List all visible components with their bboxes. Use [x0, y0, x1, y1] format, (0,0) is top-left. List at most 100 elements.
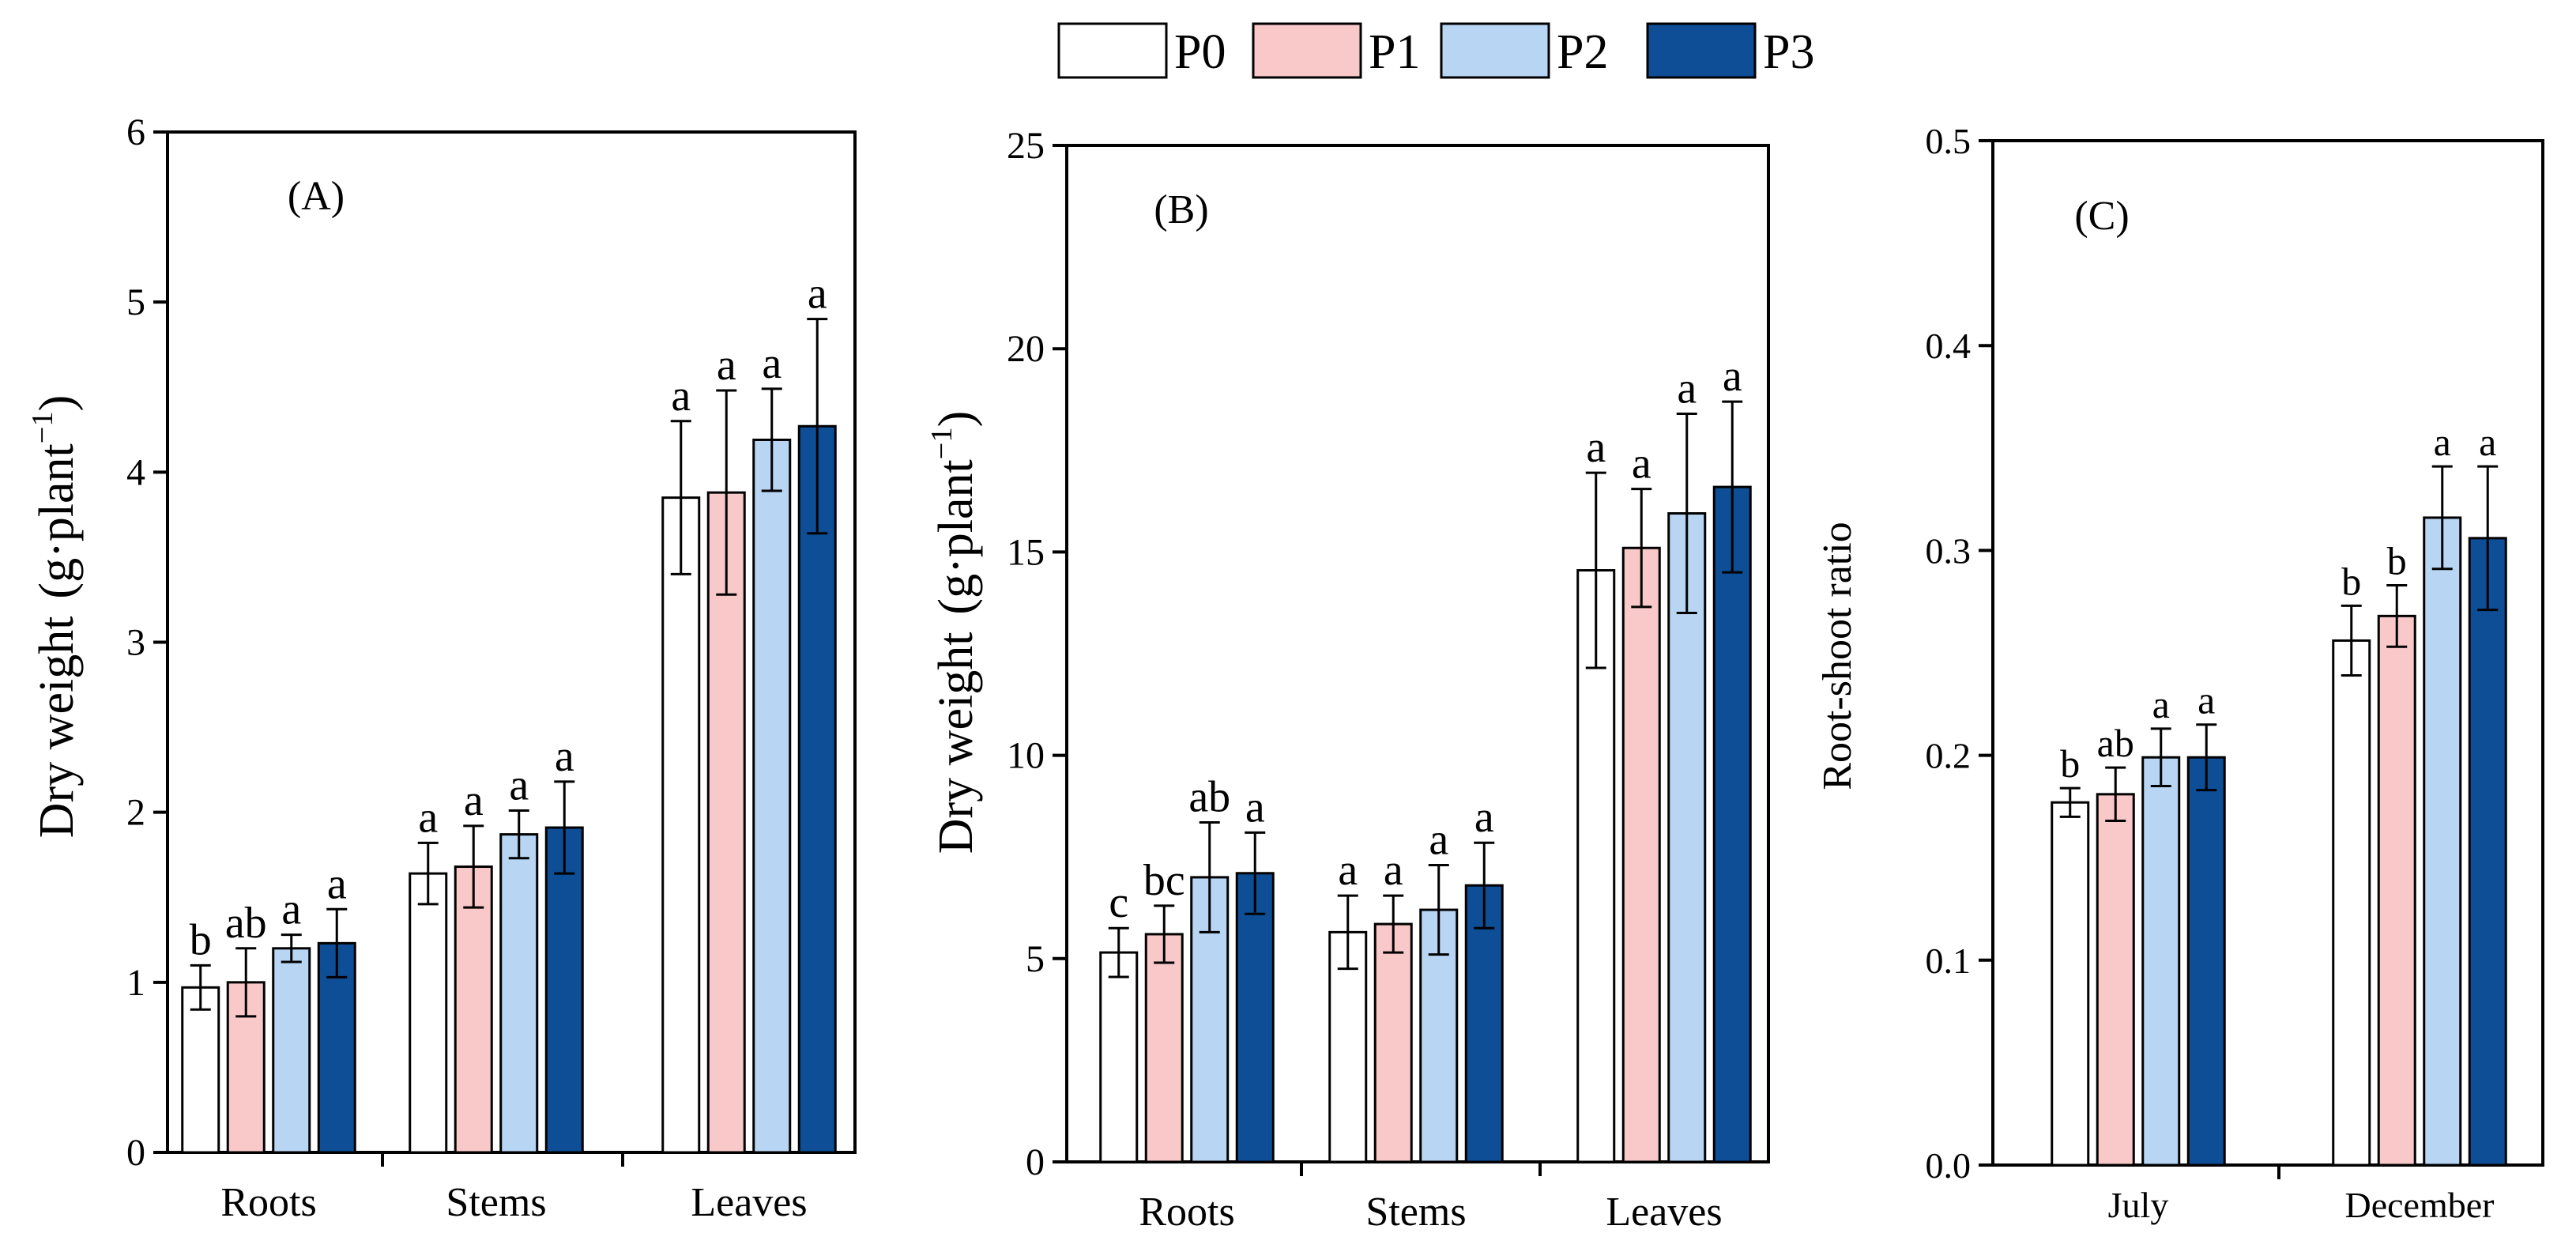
- significance-letter: a: [1338, 846, 1358, 895]
- significance-letter: c: [1109, 878, 1128, 927]
- panel-c: 0.0 0.1 0.2 0.3 0.4 0.5 July December (C) Root-sh…: [1815, 121, 2544, 1225]
- significance-letter: bc: [1143, 856, 1185, 905]
- significance-letter: ab: [2097, 721, 2134, 765]
- significance-letter: a: [717, 341, 736, 390]
- panel-label: (A): [288, 174, 345, 219]
- x-category-label: Roots: [220, 1180, 316, 1225]
- bar-p3-leaves: [797, 424, 837, 1154]
- y-axis-title-unit: (g·plant: [929, 459, 983, 614]
- legend-label-p0: P0: [1174, 25, 1226, 79]
- x-category-label: Roots: [1139, 1190, 1234, 1235]
- y-tick-label: 10: [1007, 735, 1045, 777]
- legend-label-p1: P1: [1369, 25, 1420, 79]
- significance-letter: b: [2341, 559, 2361, 603]
- bar-p2-leaves: [752, 438, 792, 1154]
- x-category-label: Stems: [1365, 1190, 1466, 1235]
- significance-letter: a: [464, 776, 484, 825]
- y-tick-label: 0.1: [1926, 941, 1972, 981]
- bar-p0-july: [2051, 801, 2090, 1167]
- legend-label-p2: P2: [1557, 25, 1608, 79]
- significance-letter: a: [1677, 364, 1697, 413]
- y-axis-title: Dry weight (g·plant−1): [925, 411, 983, 854]
- bar-p2-december: [2423, 516, 2462, 1167]
- y-axis-title: Root-shoot ratio: [1815, 522, 1860, 790]
- y-tick-label: 4: [126, 451, 145, 493]
- y-tick-label: 0.5: [1926, 121, 1972, 161]
- bar-p2-stems: [499, 833, 539, 1154]
- plot-frame: [1065, 144, 1770, 1163]
- y-tick-label: 5: [1026, 938, 1045, 980]
- significance-letter: a: [2152, 682, 2170, 726]
- bar-p0-december: [2332, 639, 2371, 1167]
- y-axis-title: Dry weight (g·plant−1): [26, 395, 84, 838]
- y-tick-label: 0.3: [1926, 530, 1972, 571]
- significance-letter: a: [762, 339, 781, 388]
- y-tick-label: 0: [126, 1132, 145, 1174]
- significance-letter: a: [1723, 352, 1742, 401]
- y-axis-title-main: Root-shoot ratio: [1815, 522, 1860, 790]
- y-tick-label: 6: [126, 111, 145, 153]
- significance-letter: a: [555, 732, 574, 781]
- y-axis-title-close: ): [30, 395, 84, 412]
- legend-swatch-p2: [1440, 22, 1550, 79]
- plot-frame: [1991, 139, 2544, 1167]
- significance-letter: a: [2434, 420, 2451, 464]
- bar-p0-stems: [1328, 930, 1368, 1163]
- panel-label: (C): [2074, 194, 2129, 239]
- bar-p1-december: [2377, 614, 2416, 1167]
- significance-letter: a: [509, 761, 529, 810]
- bar-p1-july: [2096, 793, 2135, 1167]
- significance-letter: a: [281, 885, 301, 934]
- significance-letter: a: [1384, 846, 1403, 895]
- y-tick-label: 1: [126, 962, 145, 1004]
- legend-label-p3: P3: [1763, 25, 1814, 79]
- y-tick-label: 3: [126, 622, 145, 664]
- bar-p1-roots: [1144, 933, 1184, 1163]
- panel-b: 0 5 10 15 20 25 Roots Stems Leaves (B) Dry weight (…: [925, 125, 1770, 1235]
- significance-letter: a: [327, 859, 347, 908]
- legend-swatch-p1: [1252, 22, 1362, 79]
- bar-p3-stems: [544, 826, 584, 1154]
- y-axis-title-main: Dry weight: [30, 617, 84, 839]
- bar-p2-roots: [272, 947, 311, 1154]
- x-category-label: December: [2345, 1185, 2495, 1225]
- y-tick-label: 0.2: [1926, 736, 1972, 776]
- significance-letter: b: [190, 915, 212, 964]
- x-category-label: Leaves: [691, 1180, 807, 1225]
- significance-letter: a: [1632, 439, 1651, 488]
- y-axis-title-unit: (g·plant: [30, 443, 84, 598]
- bar-p2-july: [2141, 756, 2181, 1167]
- bar-p0-stems: [409, 872, 448, 1154]
- y-axis-title-main: Dry weight: [929, 632, 983, 854]
- significance-letter: a: [1245, 782, 1265, 832]
- y-tick-label: 20: [1007, 328, 1045, 370]
- significance-letter: a: [671, 371, 691, 420]
- bar-p0-roots: [181, 986, 220, 1154]
- bar-p0-roots: [1099, 951, 1139, 1163]
- significance-letter: a: [1429, 815, 1448, 864]
- significance-letter: a: [418, 793, 438, 842]
- x-category-label: Leaves: [1606, 1190, 1722, 1235]
- significance-letter: a: [1474, 793, 1494, 842]
- y-tick-label: 15: [1007, 531, 1045, 573]
- x-category-label: July: [2108, 1185, 2169, 1225]
- y-tick-label: 0: [1026, 1141, 1045, 1183]
- bar-p1-stems: [454, 865, 493, 1154]
- bar-p3-leaves: [1712, 485, 1752, 1163]
- significance-letter: b: [2060, 741, 2080, 786]
- bar-p1-leaves: [1621, 546, 1661, 1163]
- y-axis-title-exponent: −1: [26, 411, 59, 443]
- bar-p3-july: [2186, 756, 2226, 1167]
- panel-a: 0 1 2 3 4 5 6 Roots Stems Leaves (A) Dry weight (g·p…: [26, 111, 857, 1225]
- legend-swatch-p3: [1646, 22, 1757, 79]
- bar-p3-stems: [1464, 884, 1504, 1163]
- bar-p1-stems: [1373, 922, 1413, 1163]
- legend: P0 P1 P2 P3: [1057, 22, 1814, 79]
- significance-letter: b: [2387, 538, 2407, 583]
- panel-label: (B): [1154, 187, 1208, 232]
- legend-swatch-p0: [1057, 22, 1168, 79]
- significance-letter: a: [1586, 423, 1606, 472]
- bar-p0-leaves: [661, 496, 701, 1154]
- y-tick-label: 0.0: [1926, 1145, 1972, 1186]
- significance-letter: a: [2198, 678, 2215, 722]
